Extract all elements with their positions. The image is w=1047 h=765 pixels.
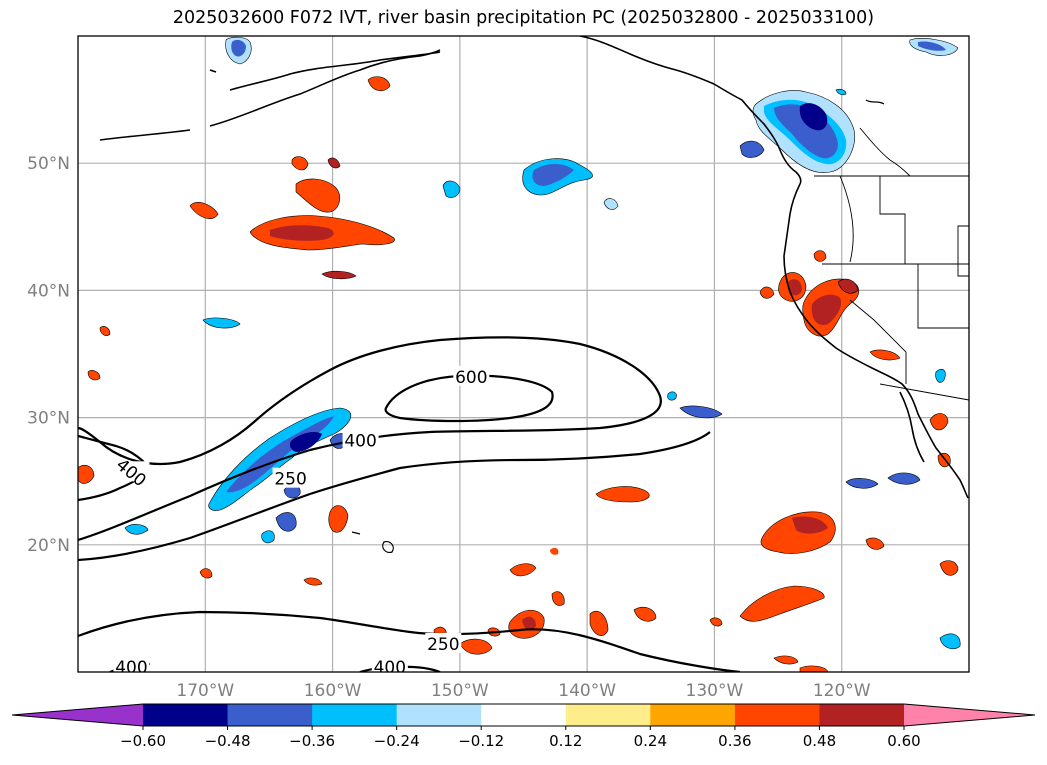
colorbar-tick-label: −0.36 xyxy=(289,732,335,750)
colorbar: −0.60 −0.48 −0.36 −0.24 −0.12 0.12 0.24 0.36 0.4… xyxy=(11,703,1036,750)
ivt-label-bg xyxy=(113,461,150,482)
colorbar-segment xyxy=(396,704,482,726)
ivt-contour-label: 400 xyxy=(374,658,406,678)
colorbar-tick-label: −0.12 xyxy=(458,732,504,750)
x-tick-label: 160°W xyxy=(304,681,362,701)
ivt-contour-label: 250 xyxy=(274,470,306,490)
political-borders xyxy=(814,127,969,401)
colorbar-tick-label: 0.36 xyxy=(718,732,751,750)
colorbar-segment xyxy=(819,704,905,726)
colorbar-segment xyxy=(481,704,567,726)
x-axis-tick-labels: 170°W 160°W 150°W 140°W 130°W 120°W xyxy=(176,681,870,701)
colorbar-tick-label: 0.12 xyxy=(549,732,582,750)
ivt-label-bg xyxy=(371,655,408,672)
colorbar-tick-label: 0.24 xyxy=(634,732,667,750)
colorbar-segment xyxy=(143,704,229,726)
ivt-contour-label: 400 xyxy=(344,431,376,451)
ivt-label-bg xyxy=(113,655,150,672)
positive-anomaly-regions xyxy=(78,76,959,672)
y-axis-tick-labels: 20°N 30°N 40°N 50°N xyxy=(27,154,70,556)
ivt-label-bg xyxy=(453,365,490,386)
colorbar-tick-label: −0.60 xyxy=(120,732,166,750)
ivt-label-bg xyxy=(342,429,379,450)
x-tick-label: 150°W xyxy=(431,681,489,701)
ivt-contours xyxy=(78,336,741,672)
plot-frame xyxy=(77,35,970,673)
colorbar-tick-label: 0.60 xyxy=(887,732,920,750)
x-tick-label: 120°W xyxy=(813,681,871,701)
ivt-contour-label: 400 xyxy=(115,658,147,678)
y-tick-label: 30°N xyxy=(27,409,70,429)
colorbar-tick-label: 0.48 xyxy=(803,732,836,750)
colorbar-segment xyxy=(650,704,736,726)
colorbar-segment xyxy=(734,704,820,726)
coastlines xyxy=(99,36,969,553)
x-tick-label: 170°W xyxy=(176,681,234,701)
ivt-contour-label: 600 xyxy=(455,368,487,388)
colorbar-extend-max xyxy=(904,704,1035,726)
y-tick-label: 50°N xyxy=(27,154,70,174)
x-tick-label: 130°W xyxy=(686,681,744,701)
colorbar-segment xyxy=(565,704,651,726)
colorbar-tick-label: −0.48 xyxy=(205,732,251,750)
colorbar-tick-label: −0.24 xyxy=(374,732,420,750)
colorbar-extend-min xyxy=(12,704,143,726)
precipitation-pc-fill xyxy=(78,36,961,672)
y-tick-label: 20°N xyxy=(27,536,70,556)
colorbar-segment xyxy=(227,704,313,726)
colorbar-segment xyxy=(312,704,398,726)
ivt-contour-label: 250 xyxy=(427,635,459,655)
ivt-label-bg xyxy=(272,467,309,488)
ivt-label-bg xyxy=(425,633,462,654)
x-tick-label: 140°W xyxy=(558,681,616,701)
y-tick-label: 40°N xyxy=(27,281,70,301)
chart-title: 2025032600 F072 IVT, river basin precipi… xyxy=(172,8,875,28)
